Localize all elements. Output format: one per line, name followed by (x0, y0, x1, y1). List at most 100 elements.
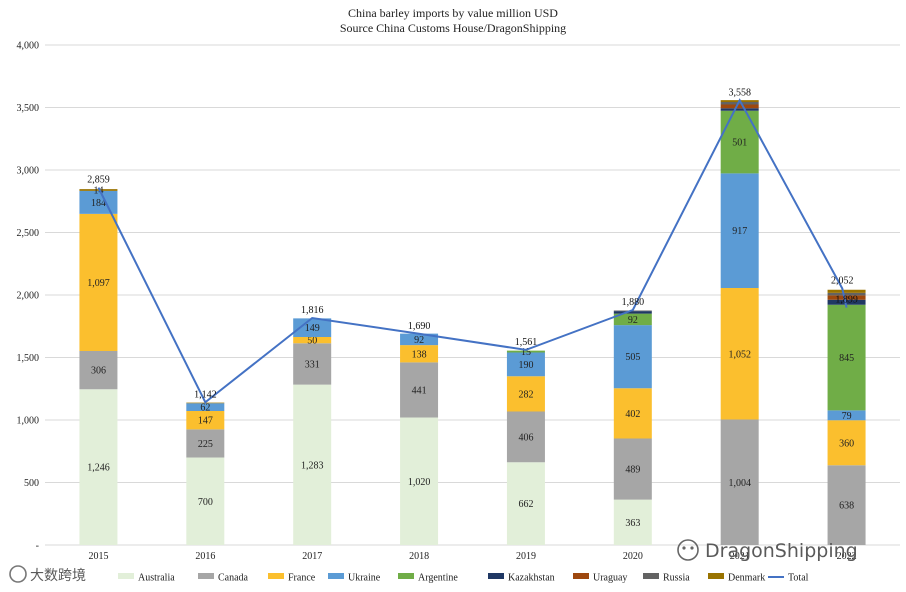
segment-label: 79 (842, 411, 852, 422)
bar-segment (293, 384, 332, 545)
segment-label: 917 (732, 226, 747, 237)
segment-label: 501 (732, 138, 747, 149)
bar-segment (400, 345, 439, 363)
bar-segment (506, 411, 545, 463)
segment-label: 149 (305, 323, 320, 334)
legend-swatch (643, 573, 659, 579)
segment-label: 489 (625, 465, 640, 476)
legend-label: Australia (138, 573, 175, 584)
bar-segment (720, 419, 759, 545)
bars: 1,2463061,09718414700225147621,283331501… (79, 100, 866, 545)
bar-segment (720, 104, 759, 109)
bar-segment (720, 173, 759, 288)
legend-swatch (118, 573, 134, 579)
x-tick-label: 2015 (88, 551, 108, 562)
bar-segment (827, 410, 866, 421)
y-tick-label: 4,000 (17, 41, 40, 52)
legend-swatch (488, 573, 504, 579)
legend-label: Canada (218, 573, 249, 584)
segment-label: 662 (518, 499, 533, 510)
watermark-right-text: DragonShipping (705, 540, 858, 562)
bar-segment (827, 304, 866, 411)
segment-label: 92 (414, 335, 424, 346)
watermark-right-icon (677, 539, 699, 561)
segment-label: 1,020 (408, 477, 431, 488)
x-tick-label: 2022 (837, 551, 857, 562)
segment-label: 406 (518, 432, 533, 443)
total-label: 1,899 (835, 295, 858, 306)
bar-segment (613, 438, 652, 500)
legend-label: Argentine (418, 573, 458, 584)
bar-segment (186, 457, 225, 545)
y-tick-label: 1,500 (17, 353, 40, 364)
legend-label: France (288, 573, 316, 584)
y-tick-label: - (36, 541, 39, 552)
segment-label: 363 (625, 518, 640, 529)
total-label: 2,052 (831, 276, 854, 287)
total-label: 1,142 (194, 389, 217, 400)
segment-label: 190 (518, 360, 533, 371)
legend-label: Russia (663, 573, 690, 584)
bar-segment (79, 189, 118, 191)
bar-segment (79, 213, 118, 351)
total-label: 1,880 (622, 297, 645, 308)
bar-segment (613, 388, 652, 439)
segment-label: 50 (307, 336, 317, 347)
legend-swatch (198, 573, 214, 579)
watermark-left-icon (9, 565, 27, 583)
x-tick-label: 2021 (730, 551, 750, 562)
y-tick-label: 500 (24, 478, 39, 489)
legend-label: Denmark (728, 573, 765, 584)
total-label: 1,690 (408, 321, 431, 332)
y-tick-label: 3,000 (17, 166, 40, 177)
watermark-right-icon-dot (682, 546, 686, 550)
x-tick-label: 2017 (302, 551, 322, 562)
segment-label: 638 (839, 501, 854, 512)
legend-swatch (708, 573, 724, 579)
legend-swatch (268, 573, 284, 579)
segment-label: 14 (93, 186, 103, 197)
segment-label: 62 (200, 403, 210, 414)
legend-swatch (328, 573, 344, 579)
segment-label: 15 (521, 347, 531, 358)
legend: Australia Canada France Ukraine Argentine Kaz… (118, 573, 809, 584)
x-axis-tick-labels: 2015 2016 2017 2018 2019 2020 2021 2022 (88, 551, 856, 562)
segment-label: 282 (518, 389, 533, 400)
bar-segment (827, 465, 866, 545)
total-line-group: 2,859 1,142 1,816 1,690 1,561 1,880 3,558 2,052… (87, 87, 858, 404)
segment-label: 225 (198, 439, 213, 450)
segment-label: 306 (91, 366, 106, 377)
bar-segment (613, 311, 652, 314)
y-tick-label: 3,500 (17, 103, 40, 114)
bar-segment (720, 110, 759, 174)
bar-segment (613, 499, 652, 545)
bar-segment (400, 362, 439, 418)
legend-label: Uraguay (593, 573, 627, 584)
y-tick-label: 2,500 (17, 228, 40, 239)
segment-label: 441 (412, 385, 427, 396)
x-tick-label: 2019 (516, 551, 536, 562)
bar-segment (827, 420, 866, 466)
segment-label: 1,283 (301, 460, 324, 471)
bar-segment (79, 351, 118, 390)
x-tick-label: 2016 (195, 551, 215, 562)
segment-label: 845 (839, 353, 854, 364)
watermark-right: DragonShipping (677, 539, 858, 562)
segment-label: 138 (412, 349, 427, 360)
legend-label: Kazakhstan (508, 573, 555, 584)
bar-segment (79, 389, 118, 545)
chart-title: China barley imports by value million US… (348, 6, 558, 20)
bar-segment (720, 108, 759, 111)
segment-label: 92 (628, 315, 638, 326)
legend-swatch (573, 573, 589, 579)
total-label: 2,859 (87, 175, 110, 186)
bar-segment (293, 318, 332, 337)
segment-label: 360 (839, 438, 854, 449)
watermark-right-icon-dot (690, 546, 694, 550)
bar-segment (186, 403, 225, 411)
bar-segment (827, 289, 866, 293)
bar-segment (613, 313, 652, 326)
bar-segment (506, 462, 545, 545)
segment-label: 505 (625, 352, 640, 363)
